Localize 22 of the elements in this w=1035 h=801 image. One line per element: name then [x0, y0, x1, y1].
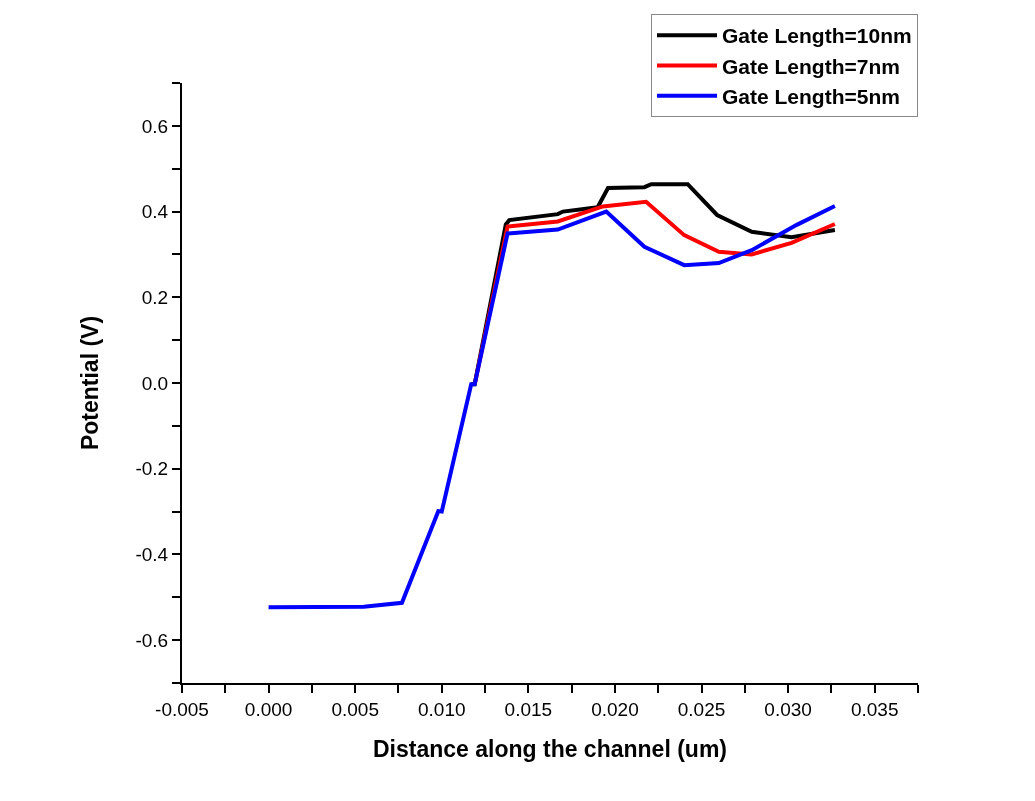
x-tick-label: 0.020	[591, 698, 639, 720]
legend-label: Gate Length=5nm	[722, 84, 900, 108]
y-tick-label: -0.2	[135, 458, 169, 480]
legend-label: Gate Length=10nm	[722, 24, 912, 48]
x-axis-title: Distance along the channel (um)	[373, 735, 727, 762]
x-tick-label: 0.005	[331, 698, 379, 720]
y-tick-label: 0.6	[141, 115, 169, 137]
y-tick-label: 0.4	[141, 201, 169, 223]
y-axis-title: Potential (V)	[77, 315, 104, 451]
x-tick-label: 0.010	[417, 698, 466, 720]
y-tick-label: -0.6	[135, 629, 169, 651]
x-tick-label: 0.015	[504, 698, 553, 720]
x-tick-label: 0.035	[850, 698, 899, 720]
y-tick-label: 0.2	[141, 286, 169, 308]
x-tick-label: 0.025	[677, 698, 726, 720]
legend-label: Gate Length=7nm	[722, 54, 900, 78]
x-tick-label: -0.005	[155, 698, 209, 720]
x-tick-label: 0.030	[764, 698, 812, 720]
line-series	[266, 204, 837, 610]
x-tick-label: 0.000	[244, 698, 293, 720]
y-tick-label: 0.0	[141, 372, 169, 394]
y-tick-label: -0.4	[135, 544, 169, 566]
